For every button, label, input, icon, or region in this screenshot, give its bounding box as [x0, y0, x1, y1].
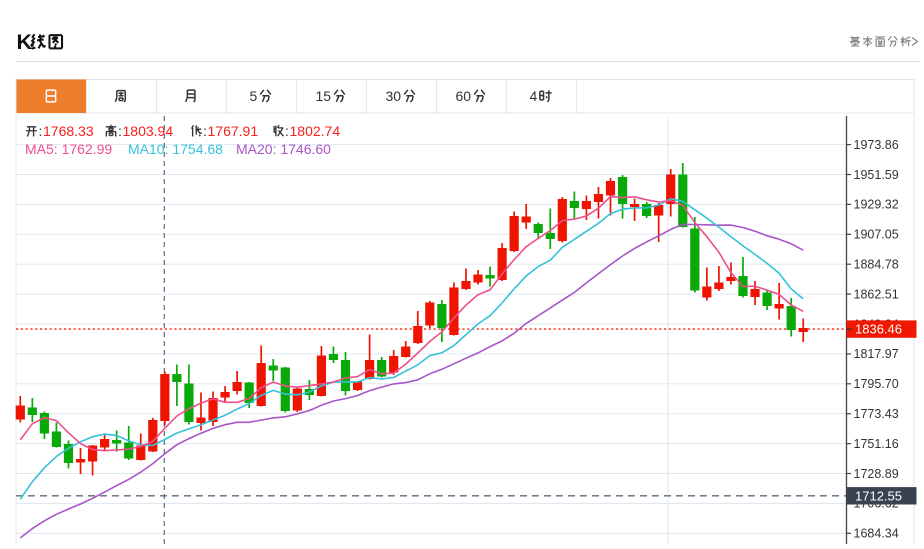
svg-text:MA10: 1754.68: MA10: 1754.68: [128, 141, 223, 157]
svg-text::: :: [203, 123, 207, 139]
svg-text:1684.34: 1684.34: [854, 527, 899, 541]
svg-text:1803.94: 1803.94: [123, 123, 174, 139]
svg-text:1768.33: 1768.33: [43, 123, 94, 139]
svg-text:1973.86: 1973.86: [854, 138, 899, 152]
svg-text:5: 5: [250, 88, 258, 104]
svg-text:1884.78: 1884.78: [854, 258, 899, 272]
svg-text:1773.43: 1773.43: [854, 407, 899, 421]
svg-text:1751.16: 1751.16: [854, 437, 899, 451]
svg-text::: :: [118, 123, 122, 139]
svg-text:30: 30: [386, 88, 402, 104]
svg-text:1907.05: 1907.05: [854, 228, 899, 242]
svg-text:K: K: [17, 30, 33, 54]
svg-text:60: 60: [456, 88, 472, 104]
svg-text::: :: [285, 123, 289, 139]
svg-text:MA20: 1746.60: MA20: 1746.60: [236, 141, 331, 157]
svg-text:1817.97: 1817.97: [854, 347, 899, 361]
svg-text:1929.32: 1929.32: [854, 198, 899, 212]
svg-text:1951.59: 1951.59: [854, 168, 899, 182]
svg-text:15: 15: [316, 88, 332, 104]
svg-text:1836.46: 1836.46: [855, 322, 902, 337]
svg-text:1795.70: 1795.70: [854, 377, 899, 391]
svg-text:MA5: 1762.99: MA5: 1762.99: [25, 141, 112, 157]
svg-text:1802.74: 1802.74: [290, 123, 341, 139]
svg-text:4: 4: [530, 88, 538, 104]
svg-text:1712.55: 1712.55: [855, 488, 902, 503]
svg-text:1728.89: 1728.89: [854, 467, 899, 481]
svg-text::: :: [39, 123, 43, 139]
svg-text:1767.91: 1767.91: [208, 123, 259, 139]
svg-text:1862.51: 1862.51: [854, 287, 899, 301]
